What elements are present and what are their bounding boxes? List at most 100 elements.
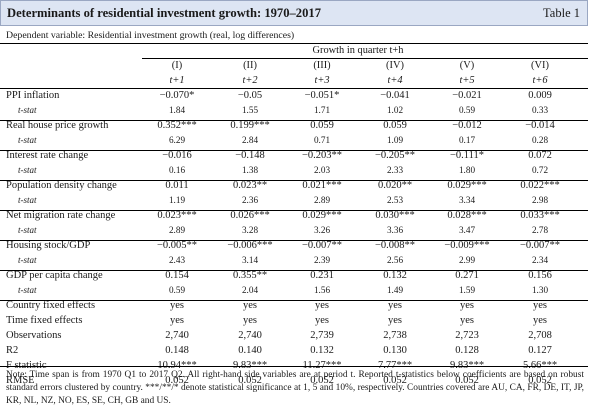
tstat-cell: 2.89: [168, 225, 186, 235]
tstat-cell: 0.71: [313, 135, 331, 145]
column-horizon: t+4: [387, 75, 403, 86]
tstat-cell: 2.56: [386, 255, 404, 265]
tstat-label: t-stat: [18, 225, 37, 235]
tstat-cell: 3.28: [241, 225, 259, 235]
variable-label: Net migration rate change: [6, 210, 116, 221]
coef-cell: 0.132: [383, 270, 407, 281]
stat-cell: yes: [315, 315, 329, 326]
stat-cell: yes: [243, 315, 257, 326]
coef-cell: 0.020**: [377, 180, 413, 191]
tstat-cell: 2.03: [313, 165, 331, 175]
coef-cell: −0.005**: [156, 240, 198, 251]
table-note: Note: Time span is from 1970 Q1 to 2017 …: [6, 370, 584, 406]
stat-cell: 0.052: [165, 375, 189, 386]
coef-cell: 0.271: [455, 270, 479, 281]
stat-cell: 0.052: [238, 375, 262, 386]
tstat-cell: 3.34: [458, 195, 476, 205]
stat-cell: 0.052: [383, 375, 407, 386]
tstat-cell: 1.71: [313, 105, 331, 115]
tstat-cell: 1.80: [458, 165, 476, 175]
stat-cell: 2,738: [383, 330, 407, 341]
table-number: Table 1: [543, 6, 580, 20]
coef-cell: 0.026***: [230, 210, 270, 221]
header-bottom-rule: [0, 88, 588, 89]
tstat-cell: 2.89: [313, 195, 331, 205]
coef-cell: 0.231: [310, 270, 334, 281]
stat-cell: 0.140: [238, 345, 262, 356]
coef-cell: −0.008**: [374, 240, 416, 251]
coef-cell: 0.033***: [520, 210, 560, 221]
fixed-effect-label: Time fixed effects: [6, 315, 83, 326]
stat-cell: yes: [460, 300, 474, 311]
tstat-cell: 2.04: [241, 285, 259, 295]
coef-cell: −0.05: [237, 90, 263, 101]
tstat-cell: 3.47: [458, 225, 476, 235]
tstat-cell: 2.78: [531, 225, 549, 235]
column-numeral: (IV): [386, 60, 404, 71]
variable-label: GDP per capita change: [6, 270, 103, 281]
tstat-cell: 0.72: [531, 165, 549, 175]
tstat-label: t-stat: [18, 165, 37, 175]
table-header-bar: Determinants of residential investment g…: [0, 0, 588, 26]
stat-cell: 5.66***: [523, 360, 557, 371]
tstat-cell: 6.29: [168, 135, 186, 145]
tstat-cell: 0.16: [168, 165, 186, 175]
row-rule: [0, 269, 588, 271]
coef-cell: −0.007**: [519, 240, 561, 251]
stat-cell: 2,740: [165, 330, 189, 341]
tstat-cell: 0.59: [458, 105, 476, 115]
coef-cell: −0.007**: [301, 240, 343, 251]
coef-cell: 0.030***: [375, 210, 415, 221]
stat-cell: 0.148: [165, 345, 189, 356]
coef-cell: 0.352***: [157, 120, 197, 131]
tstat-cell: 2.34: [531, 255, 549, 265]
column-numeral: (V): [459, 60, 475, 71]
coef-cell: 0.028***: [447, 210, 487, 221]
column-horizon: t+2: [242, 75, 258, 86]
dependent-variable-line: Dependent variable: Residential investme…: [6, 30, 295, 41]
stat-cell: yes: [243, 300, 257, 311]
coef-cell: −0.070*: [159, 90, 195, 101]
stat-cell: 0.052: [310, 375, 334, 386]
variable-label: Interest rate change: [6, 150, 89, 161]
tstat-cell: 2.43: [168, 255, 186, 265]
coef-cell: −0.205**: [374, 150, 416, 161]
stat-cell: 7.77***: [378, 360, 412, 371]
tstat-cell: 1.02: [386, 105, 404, 115]
growth-header: Growth in quarter t+h: [312, 45, 404, 56]
coef-cell: 0.199***: [230, 120, 270, 131]
stat-cell: yes: [170, 300, 184, 311]
coef-cell: 0.156: [528, 270, 552, 281]
stat-cell: yes: [170, 315, 184, 326]
tstat-cell: 2.84: [241, 135, 259, 145]
column-numeral: (II): [243, 60, 257, 71]
coef-cell: 0.355**: [232, 270, 268, 281]
top-rule: [0, 43, 588, 44]
coef-cell: −0.016: [162, 150, 192, 161]
row-rule: [0, 239, 588, 241]
stat-cell: yes: [315, 300, 329, 311]
column-numeral: (III): [313, 60, 331, 71]
tstat-cell: 3.14: [241, 255, 259, 265]
coef-cell: −0.014: [525, 120, 555, 131]
tstat-cell: 1.19: [168, 195, 186, 205]
fixed-effect-label: Country fixed effects: [6, 300, 96, 311]
coef-cell: −0.009***: [444, 240, 490, 251]
stat-label: F statistic: [6, 360, 47, 371]
coef-cell: 0.029***: [302, 210, 342, 221]
tstat-cell: 0.33: [531, 105, 549, 115]
tstat-cell: 0.17: [458, 135, 476, 145]
tstat-cell: 1.38: [241, 165, 259, 175]
stat-cell: 9.83***: [233, 360, 267, 371]
tstat-cell: 1.59: [458, 285, 476, 295]
tstat-cell: 2.53: [386, 195, 404, 205]
row-rule: [0, 299, 588, 301]
coef-cell: −0.041: [380, 90, 410, 101]
coef-cell: −0.051*: [304, 90, 340, 101]
tstat-cell: 1.84: [168, 105, 186, 115]
tstat-label: t-stat: [18, 105, 37, 115]
column-horizon: t+6: [532, 75, 548, 86]
stat-cell: 0.132: [310, 345, 334, 356]
variable-label: Real house price growth: [6, 120, 109, 131]
tstat-cell: 1.30: [531, 285, 549, 295]
